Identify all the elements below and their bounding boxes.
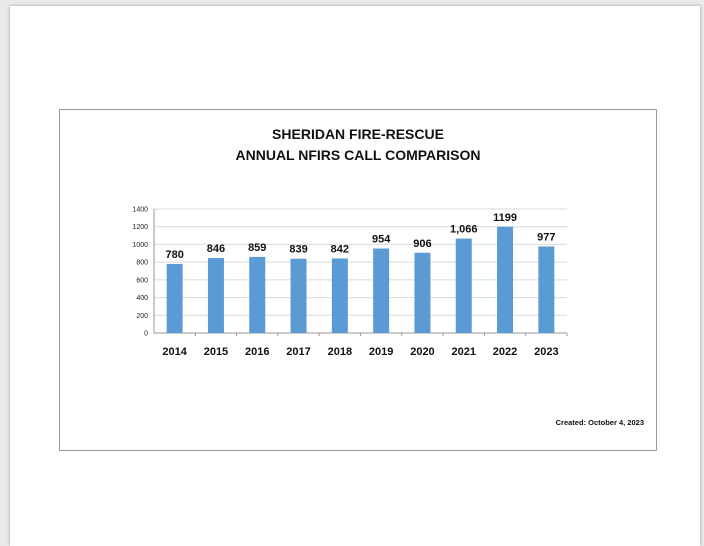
data-label: 1,066	[450, 224, 478, 236]
chart-frame: SHERIDAN FIRE-RESCUE ANNUAL NFIRS CALL C…	[59, 109, 657, 451]
y-tick-label: 200	[136, 313, 148, 320]
y-tick-label: 800	[136, 260, 148, 267]
data-label: 906	[413, 238, 431, 250]
data-label: 1199	[493, 212, 517, 224]
x-tick-label: 2021	[452, 346, 476, 358]
data-label: 839	[289, 244, 307, 256]
x-tick-label: 2022	[493, 346, 517, 358]
created-date: Created: October 4, 2023	[555, 418, 644, 427]
bar	[290, 258, 307, 333]
data-label: 859	[248, 242, 266, 254]
x-tick-label: 2015	[204, 346, 228, 358]
y-tick-label: 1000	[132, 242, 148, 249]
bar	[414, 252, 431, 333]
y-tick-label: 1200	[132, 224, 148, 231]
data-label: 846	[207, 243, 225, 255]
bar	[207, 258, 224, 333]
x-tick-label: 2017	[286, 346, 310, 358]
chart-subtitle: ANNUAL NFIRS CALL COMPARISON	[235, 147, 481, 163]
bar	[497, 226, 514, 333]
y-tick-label: 400	[136, 295, 148, 302]
x-tick-label: 2020	[410, 346, 434, 358]
bar	[249, 256, 266, 333]
data-label: 954	[372, 234, 391, 246]
bar	[538, 246, 555, 333]
bar	[331, 258, 348, 333]
data-label: 842	[331, 243, 349, 255]
data-label: 780	[165, 249, 183, 261]
y-tick-label: 600	[136, 277, 148, 284]
x-tick-label: 2019	[369, 346, 393, 358]
bar	[373, 248, 390, 333]
bar	[166, 263, 183, 333]
y-tick-label: 1400	[132, 207, 148, 214]
x-tick-label: 2018	[328, 346, 352, 358]
bar	[455, 238, 472, 333]
data-label: 977	[537, 231, 555, 243]
y-tick-label: 0	[144, 331, 148, 338]
chart-title: SHERIDAN FIRE-RESCUE	[272, 126, 444, 142]
bar-chart: 0 200 400 600 800 1000 1200 1400 780 2014 846 2015 8…	[132, 207, 568, 358]
x-tick-label: 2023	[534, 346, 558, 358]
x-tick-label: 2016	[245, 346, 269, 358]
x-tick-label: 2014	[162, 346, 187, 358]
